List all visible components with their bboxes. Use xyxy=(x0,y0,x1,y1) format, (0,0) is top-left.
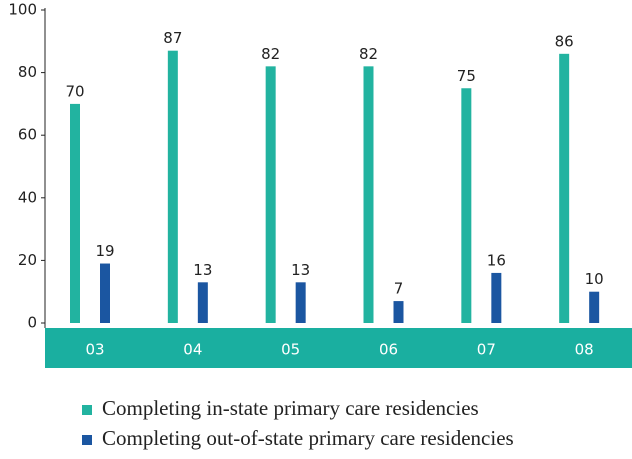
legend-label: Completing in-state primary care residen… xyxy=(102,396,479,420)
bar xyxy=(100,263,110,323)
x-tick-label: 03 xyxy=(85,341,104,359)
data-label: 86 xyxy=(555,32,574,50)
bar xyxy=(167,50,178,323)
bar xyxy=(461,88,472,323)
data-label: 13 xyxy=(291,261,310,279)
data-label: 87 xyxy=(163,29,182,47)
bar xyxy=(589,291,600,323)
bar xyxy=(363,66,374,323)
data-label: 19 xyxy=(95,242,114,260)
legend-swatch xyxy=(82,435,92,445)
y-tick-label: 100 xyxy=(8,1,37,19)
data-label: 16 xyxy=(487,251,506,269)
bar xyxy=(197,282,208,323)
x-tick-label: 06 xyxy=(379,341,398,359)
x-tick-label: 08 xyxy=(575,341,594,359)
bar xyxy=(559,53,570,323)
x-tick-label: 07 xyxy=(477,341,496,359)
y-tick-label: 20 xyxy=(18,251,37,269)
legend-swatch xyxy=(82,405,92,415)
bar xyxy=(265,66,276,323)
bar xyxy=(295,282,306,323)
data-label: 70 xyxy=(65,82,84,100)
data-label: 7 xyxy=(394,280,404,298)
y-tick-label: 40 xyxy=(18,188,37,206)
x-axis-band xyxy=(45,328,632,368)
bar xyxy=(491,272,502,323)
y-tick-label: 60 xyxy=(18,126,37,144)
x-tick-label: 05 xyxy=(281,341,300,359)
bar xyxy=(393,301,404,323)
data-label: 75 xyxy=(457,67,476,85)
data-label: 82 xyxy=(261,45,280,63)
data-label: 82 xyxy=(359,45,378,63)
y-tick-label: 0 xyxy=(27,314,37,332)
data-label: 10 xyxy=(585,270,604,288)
bar xyxy=(70,103,80,324)
legend-label: Completing out-of-state primary care res… xyxy=(102,426,514,450)
x-tick-label: 04 xyxy=(183,341,202,359)
y-tick-label: 80 xyxy=(18,63,37,81)
data-label: 13 xyxy=(193,261,212,279)
